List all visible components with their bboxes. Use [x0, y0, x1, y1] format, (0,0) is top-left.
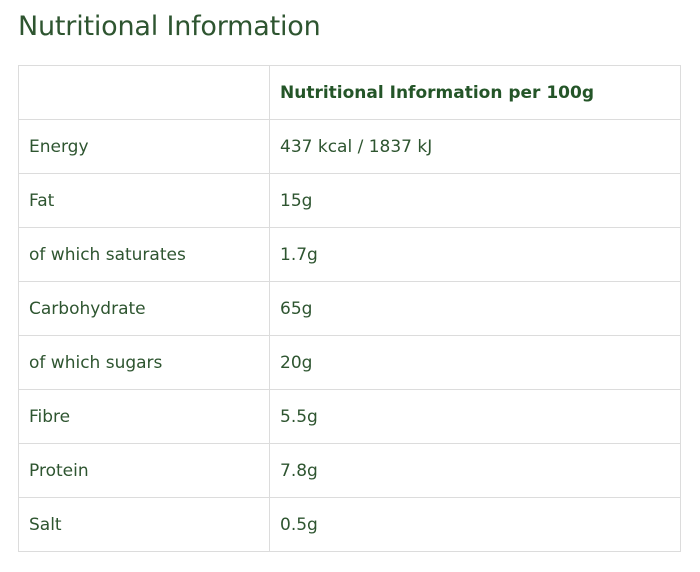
nutrient-value: 20g [269, 335, 681, 390]
table-header-row: Nutritional Information per 100g [18, 65, 681, 120]
table-row: Fat 15g [18, 173, 681, 228]
nutrient-label: Salt [18, 497, 270, 552]
page-title: Nutritional Information [18, 11, 321, 42]
nutrient-label: Carbohydrate [18, 281, 270, 336]
nutrient-label: Energy [18, 119, 270, 174]
nutrient-value: 7.8g [269, 443, 681, 498]
table-row: of which sugars 20g [18, 335, 681, 390]
header-cell-nutrient [18, 65, 270, 120]
nutrient-label: Protein [18, 443, 270, 498]
nutrient-label: of which sugars [18, 335, 270, 390]
table-row: of which saturates 1.7g [18, 227, 681, 282]
table-row: Carbohydrate 65g [18, 281, 681, 336]
table-row: Fibre 5.5g [18, 389, 681, 444]
table-row: Energy 437 kcal / 1837 kJ [18, 119, 681, 174]
nutrient-value: 65g [269, 281, 681, 336]
nutrient-value: 5.5g [269, 389, 681, 444]
nutrient-value: 437 kcal / 1837 kJ [269, 119, 681, 174]
table-row: Salt 0.5g [18, 497, 681, 552]
header-cell-per-100g: Nutritional Information per 100g [269, 65, 681, 120]
nutrient-label: of which saturates [18, 227, 270, 282]
table-row: Protein 7.8g [18, 443, 681, 498]
nutrient-value: 0.5g [269, 497, 681, 552]
nutrient-value: 15g [269, 173, 681, 228]
nutrient-label: Fibre [18, 389, 270, 444]
nutrient-label: Fat [18, 173, 270, 228]
nutrient-value: 1.7g [269, 227, 681, 282]
nutrition-table: Nutritional Information per 100g Energy … [18, 65, 681, 552]
